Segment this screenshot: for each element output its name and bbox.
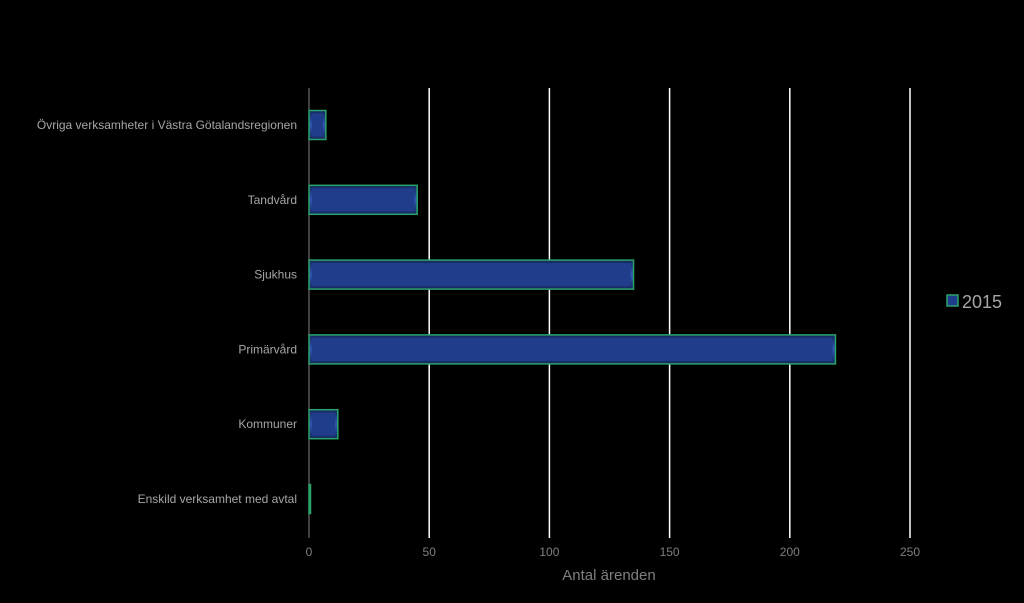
bar-face-1: [312, 188, 415, 212]
x-tick-labels: 0 50 100 150 200 250: [306, 545, 921, 559]
category-label-0: Övriga verksamheter i Västra Götalandsre…: [37, 118, 297, 132]
category-labels: Övriga verksamheter i Västra Götalandsre…: [37, 118, 297, 506]
bar-5: [308, 483, 312, 515]
x-tick-label-0: 0: [306, 545, 313, 559]
x-tick-label-50: 50: [423, 545, 437, 559]
category-label-4: Kommuner: [238, 417, 297, 431]
legend-label-2015: 2015: [962, 292, 1002, 312]
category-label-1: Tandvård: [248, 193, 297, 207]
x-tick-label-150: 150: [660, 545, 680, 559]
legend-swatch: [946, 294, 959, 307]
legend: 2015: [946, 292, 1002, 312]
bar-face-0: [312, 113, 323, 137]
bar-face-2: [312, 263, 631, 287]
x-tick-label-100: 100: [539, 545, 559, 559]
bar-face-4: [312, 412, 335, 436]
bars: [308, 109, 837, 515]
category-label-2: Sjukhus: [254, 268, 297, 282]
x-tick-label-200: 200: [780, 545, 800, 559]
bar-face-3: [312, 337, 833, 361]
category-label-3: Primärvård: [238, 342, 297, 356]
x-axis-title: Antal ärenden: [562, 567, 655, 584]
x-tick-label-250: 250: [900, 545, 920, 559]
category-label-5: Enskild verksamhet med avtal: [138, 492, 297, 506]
gridlines: [308, 88, 911, 538]
